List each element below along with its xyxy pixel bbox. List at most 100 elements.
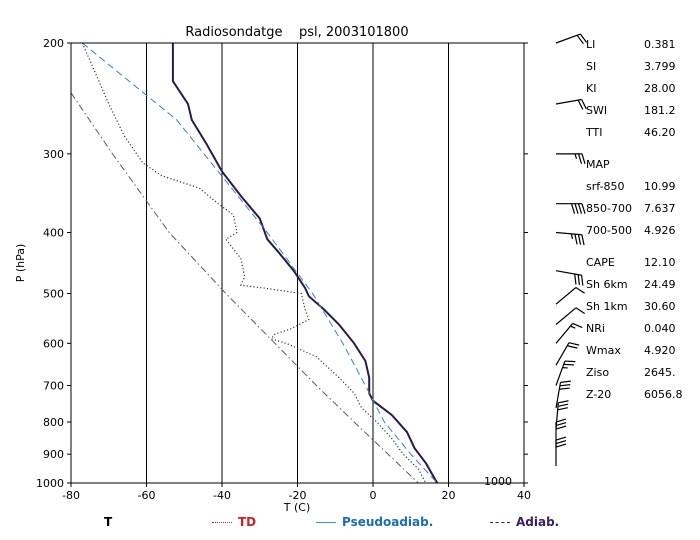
barb-feather — [570, 203, 576, 214]
x-tick-label: 0 — [370, 489, 377, 502]
index-value: 30.60 — [644, 300, 676, 313]
index-label: TTI — [586, 126, 603, 139]
x-tick-label: -80 — [62, 489, 80, 502]
index-value: 7.637 — [644, 202, 676, 215]
legend-label: TD — [238, 515, 257, 529]
barb-staff — [555, 33, 581, 44]
index-row: Z-20 6056.8 — [586, 388, 696, 404]
index-label: srf-850 — [586, 180, 625, 193]
wind-barb — [555, 360, 576, 386]
isotherm-grid — [146, 43, 449, 483]
barb-feather — [574, 203, 579, 214]
y-tick-label: 500 — [43, 288, 64, 301]
y-tick-label: 1000 — [36, 477, 64, 490]
barb-feather — [576, 34, 584, 45]
barb-feather — [577, 99, 584, 110]
barb-feather — [555, 421, 567, 427]
barb-feather — [572, 322, 583, 329]
barb-feather — [577, 153, 583, 165]
index-label: Z-20 — [586, 388, 612, 401]
legend-item: T — [104, 515, 112, 529]
barb-staff — [555, 323, 574, 344]
legend-label: Pseudoadiab. — [342, 515, 434, 529]
index-label: Sh 6km — [586, 278, 628, 291]
barb-half-feather — [570, 233, 574, 240]
wind-barb — [555, 307, 585, 325]
barb-feather — [557, 407, 569, 411]
index-row: SI 3.799 — [586, 60, 696, 76]
index-label: MAP — [586, 158, 610, 171]
barb-feather — [577, 274, 580, 286]
barb-feather — [560, 380, 571, 383]
legend-label: T — [104, 515, 113, 529]
barb-staff — [555, 360, 566, 386]
barb-feather — [581, 234, 585, 246]
barb-feather — [555, 425, 567, 430]
series-line-pseudoadiab — [81, 43, 438, 483]
wind-barb — [555, 436, 567, 467]
legend-item: Pseudoadiab. — [316, 515, 433, 529]
series-line-td — [81, 43, 427, 483]
legend-swatch — [212, 522, 232, 523]
barb-feather — [555, 443, 567, 448]
legend-label: Adiab. — [516, 515, 560, 529]
x-tick-label: -20 — [289, 489, 307, 502]
legend-item: TD — [212, 515, 256, 529]
barb-feather — [555, 440, 567, 445]
index-value: 2645. — [644, 366, 676, 379]
index-row: KI 28.00 — [586, 82, 696, 98]
barb-feather — [555, 436, 567, 441]
series-line-t — [171, 43, 439, 483]
wind-barb — [555, 231, 585, 246]
wind-barb — [556, 153, 586, 165]
wind-barb — [555, 342, 580, 366]
barb-feather — [581, 153, 586, 165]
index-label: NRi — [586, 322, 605, 335]
index-row: Ziso 2645. — [586, 366, 696, 382]
y-axis-ticks: 200 300 400 500 600 700 800 900 1000 — [36, 37, 528, 490]
index-row: NRi 0.040 — [586, 322, 696, 338]
wind-barb — [555, 33, 588, 45]
x-tick-label: 40 — [517, 489, 531, 502]
index-value: 181.2 — [644, 104, 676, 117]
index-value: 4.920 — [644, 344, 676, 357]
barb-feather — [567, 345, 578, 349]
wind-barb — [555, 98, 587, 110]
index-row: Sh 1km 30.60 — [586, 300, 696, 316]
barb-feather — [574, 234, 578, 245]
wind-barb — [555, 380, 571, 409]
index-value: 0.040 — [644, 322, 676, 335]
y-tick-label: 300 — [43, 148, 64, 161]
barb-staff — [555, 287, 577, 305]
barb-feather — [581, 203, 586, 214]
barb-feather — [558, 400, 569, 404]
barb-staff — [555, 231, 582, 236]
index-label: LI — [586, 38, 596, 51]
chart-title: Radiosondatge psl, 2003101800 — [185, 25, 408, 40]
barb-feather — [579, 33, 588, 43]
index-value: 4.926 — [644, 224, 676, 237]
index-value: 28.00 — [644, 82, 676, 95]
index-row: TTI 46.20 — [586, 126, 696, 142]
index-label: Wmax — [586, 344, 621, 357]
barb-feather — [568, 342, 580, 346]
index-label: Ziso — [586, 366, 610, 379]
legend-swatch — [490, 522, 510, 523]
legend-item: Adiab. — [490, 515, 559, 529]
barb-feather — [577, 203, 583, 214]
y-axis-label: P (hPa) — [14, 244, 27, 283]
barb-staff — [555, 307, 577, 325]
barb-feather — [559, 384, 571, 387]
series-line-adiab — [71, 92, 419, 483]
wind-barb — [555, 322, 583, 344]
index-value: 10.99 — [644, 180, 676, 193]
index-label: Sh 1km — [586, 300, 628, 313]
series-layer — [71, 43, 439, 483]
corner-label: 1000 — [484, 475, 512, 488]
index-label: SI — [586, 60, 597, 73]
wind-barb — [556, 203, 586, 214]
barb-staff — [555, 270, 582, 276]
barb-feather — [581, 99, 587, 110]
index-value: 3.799 — [644, 60, 676, 73]
